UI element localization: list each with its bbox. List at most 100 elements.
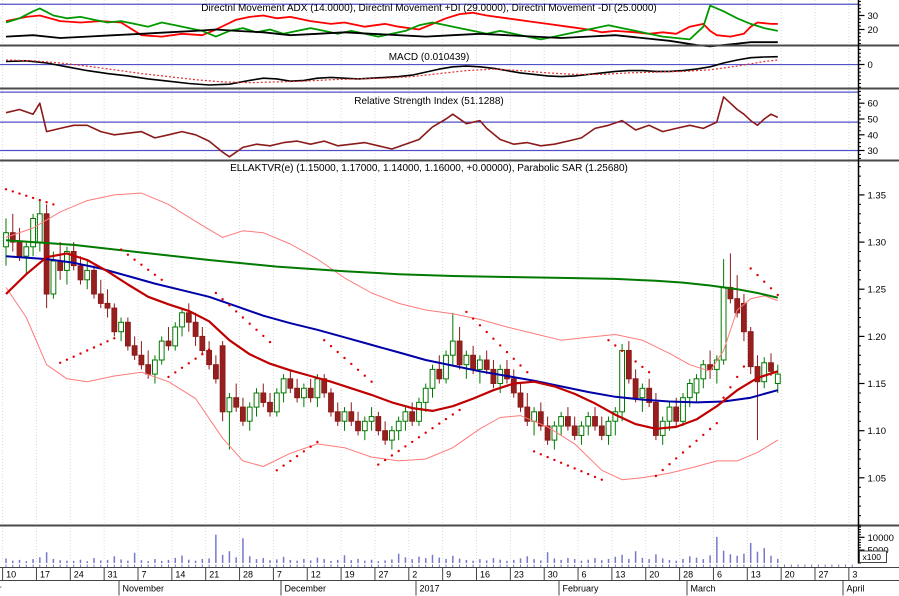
ma-red-line bbox=[5, 252, 779, 430]
volume-bar bbox=[587, 559, 589, 563]
volume-bar bbox=[770, 555, 772, 563]
y-axis-label: 1.10 bbox=[868, 426, 887, 437]
volume-bar bbox=[472, 560, 474, 563]
candle-body bbox=[497, 368, 504, 384]
candle-body bbox=[314, 378, 321, 399]
volume-bar bbox=[567, 557, 569, 563]
sar-dot bbox=[668, 463, 671, 466]
volume-bar bbox=[52, 558, 55, 563]
sar-dot bbox=[336, 350, 339, 354]
volume-bar bbox=[79, 559, 82, 563]
candle-body bbox=[307, 387, 314, 399]
volume-unit-box bbox=[859, 550, 887, 563]
sar-dot bbox=[119, 248, 123, 251]
sar-dot bbox=[438, 422, 441, 425]
volume-bar bbox=[12, 560, 14, 563]
volume-bar bbox=[18, 559, 21, 563]
volume-bar bbox=[309, 560, 312, 563]
candle-body bbox=[118, 321, 124, 333]
candle-body bbox=[125, 321, 131, 347]
volume-bar bbox=[580, 560, 583, 563]
sar-dot bbox=[262, 334, 265, 338]
volume-bar bbox=[323, 559, 325, 563]
sar-dot bbox=[600, 478, 603, 481]
sar-dot bbox=[688, 445, 691, 448]
volume-bar bbox=[614, 556, 617, 563]
sar-dot bbox=[749, 267, 752, 270]
candle-body bbox=[172, 326, 179, 347]
month-label: March bbox=[691, 584, 716, 594]
volume-bar bbox=[330, 560, 332, 563]
candle-body bbox=[70, 251, 77, 267]
sar-dot bbox=[607, 339, 610, 342]
sar-dot bbox=[45, 201, 48, 204]
date-label: 19 bbox=[345, 570, 355, 580]
sar-dot bbox=[309, 445, 312, 448]
volume-bar bbox=[147, 561, 149, 563]
volume-bar bbox=[749, 542, 752, 563]
date-label: 24 bbox=[74, 570, 84, 580]
volume-bar bbox=[648, 559, 650, 563]
sar-dot bbox=[729, 386, 732, 389]
candle-body bbox=[50, 260, 57, 295]
sar-dot bbox=[593, 475, 597, 479]
sar-dot bbox=[763, 280, 766, 283]
candle-body bbox=[240, 406, 246, 422]
y-axis-label: 40 bbox=[868, 130, 879, 141]
candle-body bbox=[77, 265, 84, 281]
sar-dot bbox=[702, 433, 705, 437]
volume-bar bbox=[506, 560, 508, 563]
sar-dot bbox=[411, 440, 414, 444]
ma-green-line bbox=[5, 239, 779, 299]
candle-body bbox=[619, 350, 626, 413]
sar-dot bbox=[722, 396, 725, 399]
y-axis-label: 1.05 bbox=[868, 473, 887, 484]
sar-dot bbox=[180, 366, 184, 369]
sar-dot bbox=[492, 337, 495, 340]
sar-dot bbox=[72, 355, 75, 358]
volume-bar bbox=[682, 558, 684, 563]
month-label: April bbox=[847, 584, 865, 594]
y-axis-label: 1.15 bbox=[868, 379, 887, 390]
date-label: 17 bbox=[40, 570, 50, 580]
sar-dot bbox=[363, 374, 366, 377]
volume-bar bbox=[641, 557, 644, 563]
month-label: December bbox=[285, 584, 327, 594]
candle-body bbox=[646, 387, 653, 403]
volume-bar bbox=[59, 560, 61, 563]
volume-bar bbox=[208, 558, 210, 563]
sar-dot bbox=[681, 451, 685, 454]
volume-bar bbox=[736, 555, 738, 563]
sar-dot bbox=[59, 361, 62, 364]
volume-bar bbox=[668, 559, 671, 563]
sar-dot bbox=[546, 455, 549, 459]
sar-dot bbox=[539, 453, 542, 456]
candle-body bbox=[565, 416, 571, 427]
sar-dot bbox=[235, 310, 238, 313]
sar-dot bbox=[65, 358, 69, 361]
candle-body bbox=[43, 213, 50, 295]
candle-body bbox=[23, 246, 30, 257]
volume-bar bbox=[106, 559, 109, 563]
volume-bar bbox=[296, 560, 298, 563]
parabolic-sar-dots bbox=[4, 188, 779, 481]
candle-body bbox=[9, 232, 16, 243]
candle-body bbox=[287, 378, 294, 389]
sar-dot bbox=[756, 273, 759, 277]
sar-dot bbox=[38, 198, 41, 202]
sar-dot bbox=[153, 273, 157, 276]
sar-dot bbox=[302, 450, 306, 453]
volume-bar bbox=[465, 559, 468, 563]
sar-dot bbox=[634, 360, 637, 363]
volume-bar bbox=[140, 560, 143, 563]
volume-bar bbox=[777, 558, 779, 563]
sar-dot bbox=[194, 357, 197, 360]
candle-body bbox=[510, 378, 517, 394]
sar-dot bbox=[31, 196, 35, 200]
volume-bar bbox=[154, 559, 156, 563]
sar-dot bbox=[255, 328, 258, 331]
sar-dot bbox=[323, 339, 326, 342]
candle-body bbox=[686, 383, 693, 399]
y-axis-label: 30 bbox=[868, 11, 879, 22]
